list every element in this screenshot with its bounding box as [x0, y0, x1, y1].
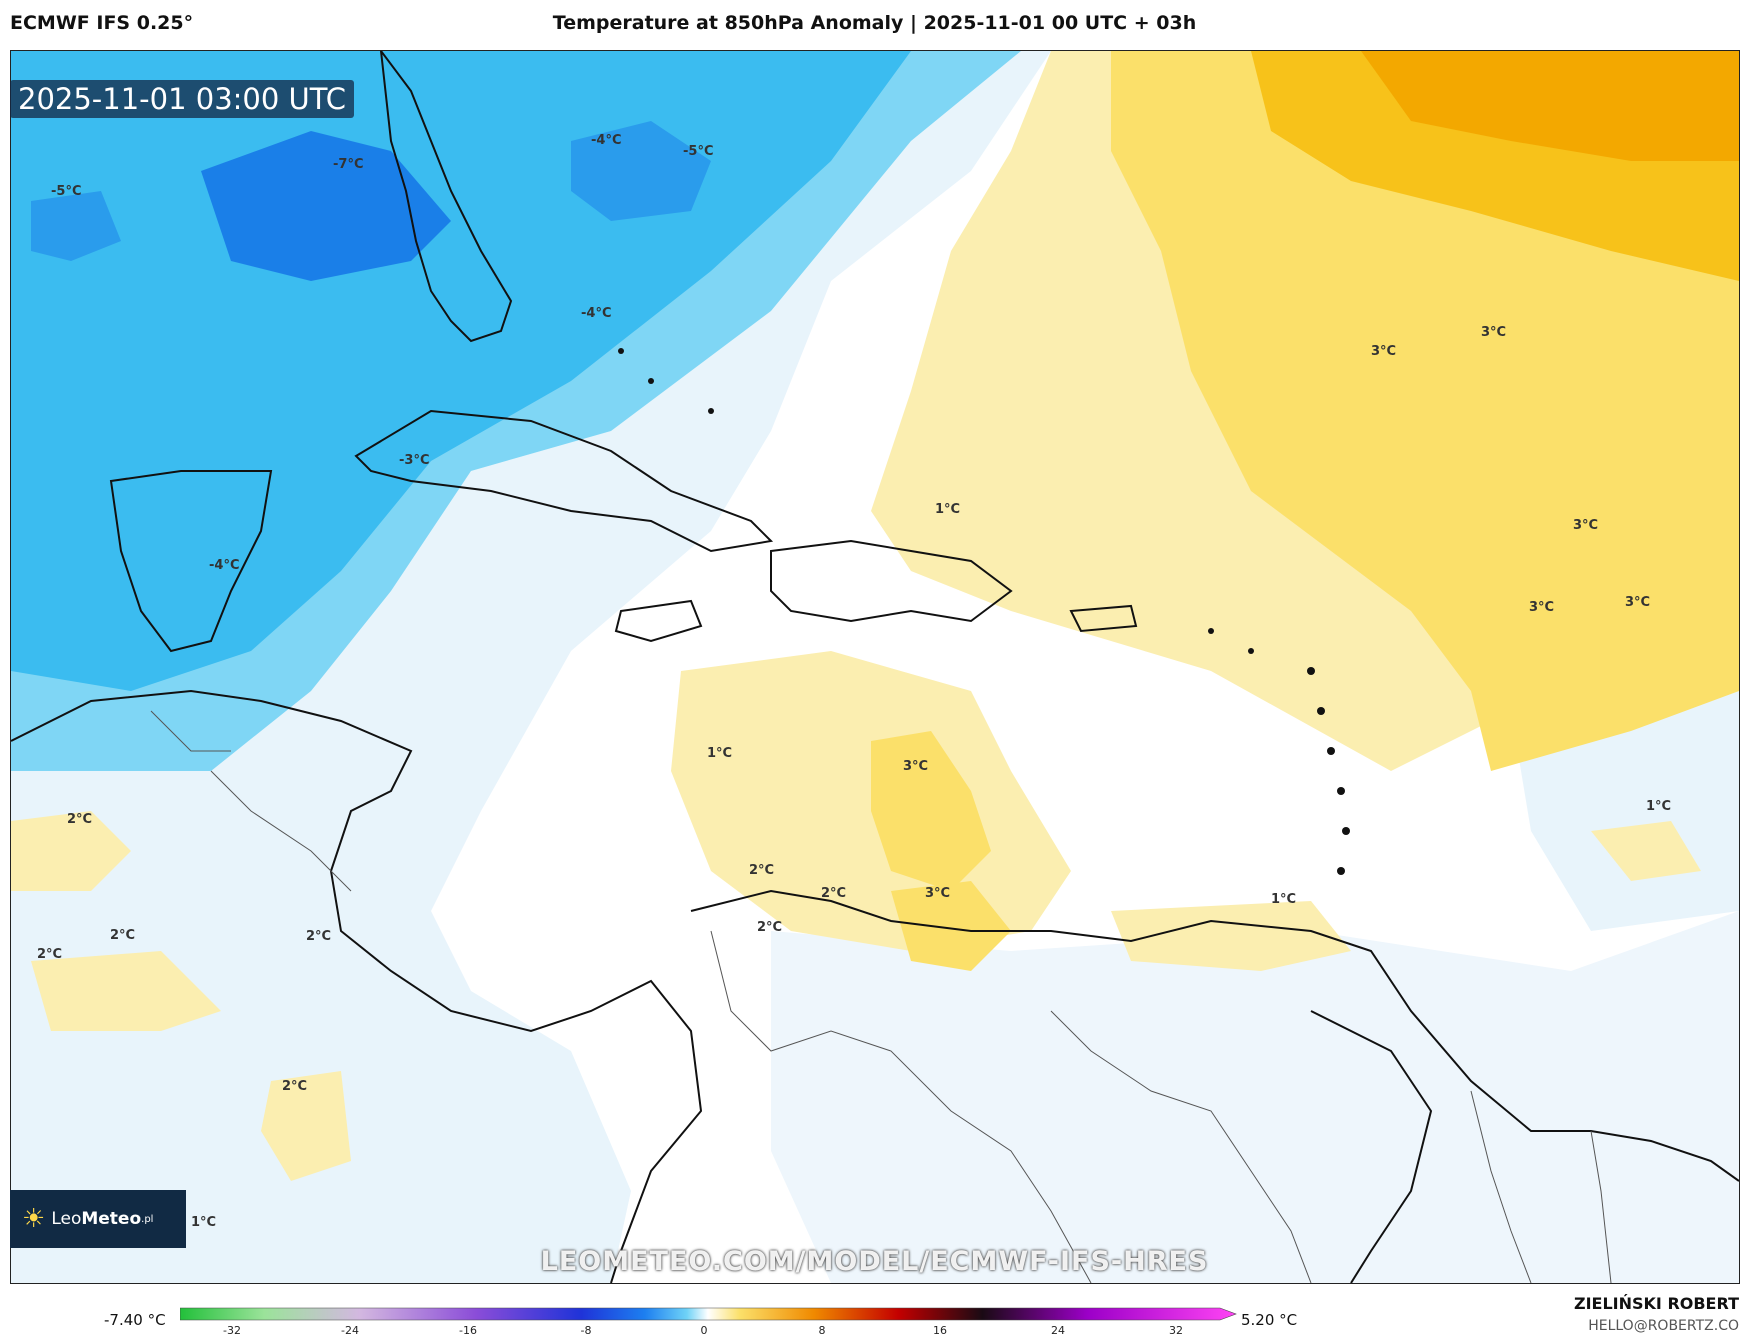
- contour-label: 2°C: [306, 929, 331, 944]
- hotter-region: [1361, 51, 1739, 161]
- contour-label: 1°C: [935, 502, 960, 517]
- contour-labels: -5°C -7°C -4°C -5°C -4°C -3°C -4°C 3°C 3…: [37, 133, 1671, 1230]
- slight-warm-region: [1111, 901, 1351, 971]
- scale-tick: 8: [819, 1324, 826, 1336]
- slight-warm-region: [261, 1071, 351, 1181]
- contour-label: 3°C: [903, 759, 928, 774]
- slight-warm-region: [31, 951, 221, 1031]
- contour-label: 3°C: [1625, 595, 1650, 610]
- scale-tick: 24: [1051, 1324, 1065, 1336]
- contour-label: 2°C: [67, 812, 92, 827]
- scale-max-value: 5.20 °C: [1241, 1311, 1298, 1329]
- contour-label: 1°C: [191, 1215, 216, 1230]
- contour-label: 1°C: [707, 746, 732, 761]
- contour-label: 3°C: [1371, 344, 1396, 359]
- strong-cold-region: [571, 121, 711, 221]
- scale-tick: 0: [701, 1324, 708, 1336]
- warm-region: [871, 731, 991, 891]
- logo-brand-bold: Meteo: [81, 1209, 142, 1229]
- contour-label: -5°C: [683, 144, 713, 159]
- color-scale-bar: -32 -24 -16 -8 0 8 16 24 32: [180, 1307, 1237, 1336]
- borders: [150, 710, 1612, 1283]
- contour-label: 2°C: [37, 947, 62, 962]
- coastlines: [11, 51, 1739, 1283]
- anomaly-map: -5°C -7°C -4°C -5°C -4°C -3°C -4°C 3°C 3…: [11, 51, 1739, 1283]
- slight-cool-region: [11, 51, 1051, 1283]
- contour-label: 2°C: [749, 863, 774, 878]
- warm-region: [891, 881, 1011, 971]
- scale-tick: -24: [341, 1324, 359, 1336]
- source-url-watermark: LEOMETEO.COM/MODEL/ECMWF-IFS-HRES: [540, 1246, 1209, 1277]
- scale-min-value: -7.40 °C: [104, 1311, 166, 1329]
- strong-cold-region: [31, 191, 121, 261]
- contour-label: -3°C: [399, 453, 429, 468]
- contour-label: 3°C: [1481, 325, 1506, 340]
- logo-suffix: .pl: [141, 1213, 154, 1225]
- slight-warm-region: [11, 811, 131, 891]
- slight-warm-region: [1591, 821, 1701, 881]
- contour-label: 1°C: [1646, 799, 1671, 814]
- contour-label: -7°C: [333, 157, 363, 172]
- model-title: ECMWF IFS 0.25°: [10, 12, 194, 34]
- contour-label: 2°C: [821, 886, 846, 901]
- strong-cold-region: [201, 131, 451, 281]
- valid-time-badge: 2025-11-01 03:00 UTC: [10, 80, 355, 118]
- author-credit: ZIELIŃSKI ROBERT: [1573, 1294, 1739, 1313]
- small-islands: [618, 348, 1350, 875]
- map-panel[interactable]: -5°C -7°C -4°C -5°C -4°C -3°C -4°C 3°C 3…: [10, 50, 1740, 1284]
- author-email[interactable]: HELLO@ROBERTZ.CO: [1588, 1318, 1739, 1334]
- contour-label: 3°C: [925, 886, 950, 901]
- chart-title: Temperature at 850hPa Anomaly | 2025-11-…: [552, 12, 1197, 34]
- leometeo-logo[interactable]: ☀ Leo Meteo .pl: [10, 1190, 186, 1248]
- contour-label: 2°C: [282, 1079, 307, 1094]
- contour-label: 3°C: [1529, 600, 1554, 615]
- scale-tick: -32: [223, 1324, 241, 1336]
- scale-tick: 32: [1169, 1324, 1183, 1336]
- contour-label: 2°C: [110, 928, 135, 943]
- contour-label: -4°C: [209, 558, 239, 573]
- scale-tick: -8: [581, 1324, 592, 1336]
- scale-tick: 16: [933, 1324, 947, 1336]
- scale-tick: -16: [459, 1324, 477, 1336]
- contour-label: -4°C: [581, 306, 611, 321]
- contour-label: -5°C: [51, 184, 81, 199]
- contour-label: -4°C: [591, 133, 621, 148]
- contour-label: 2°C: [757, 920, 782, 935]
- sun-icon: ☀: [22, 1204, 46, 1234]
- logo-brand-light: Leo: [51, 1209, 82, 1229]
- contour-label: 1°C: [1271, 892, 1296, 907]
- contour-label: 3°C: [1573, 518, 1598, 533]
